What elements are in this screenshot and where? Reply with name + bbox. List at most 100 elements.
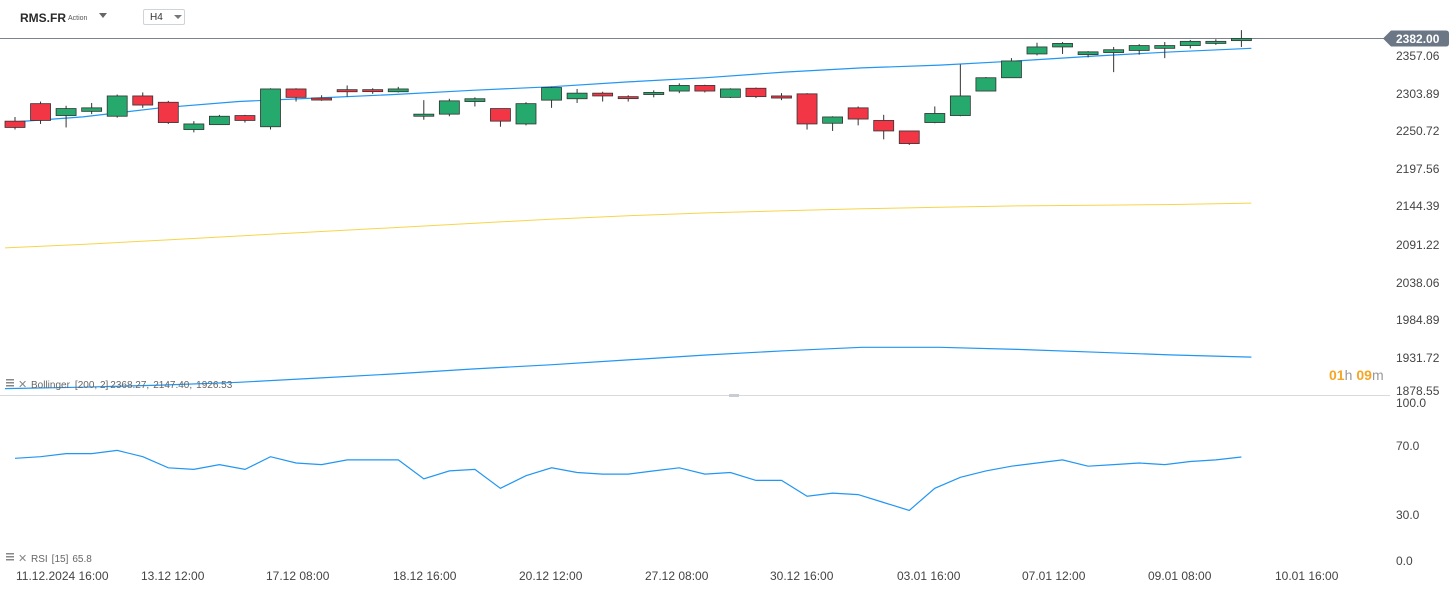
bearish-candle-body bbox=[771, 95, 792, 99]
candle bbox=[438, 98, 460, 117]
rsi-legend-text: RSI [15] 65.8 bbox=[31, 554, 92, 565]
time-tick-label: 30.12 16:00 bbox=[770, 569, 834, 583]
current-price-tag-shape bbox=[1383, 30, 1449, 47]
candle bbox=[873, 114, 895, 140]
rsi-tick-label: 30.0 bbox=[1396, 508, 1420, 522]
rsi-legend[interactable]: ✕ RSI [15] 65.8 bbox=[6, 553, 92, 565]
candle bbox=[30, 101, 51, 124]
bullish-candle-body bbox=[208, 115, 230, 126]
bearish-candle-body bbox=[285, 88, 307, 98]
candle bbox=[4, 116, 26, 130]
bullish-candle-body bbox=[1154, 45, 1176, 49]
candle bbox=[745, 87, 767, 99]
candle bbox=[771, 93, 792, 101]
timeframe-select[interactable]: H4 bbox=[143, 9, 185, 25]
candle bbox=[924, 106, 946, 124]
candle bbox=[1154, 42, 1176, 59]
rsi-params: [15] bbox=[52, 554, 69, 565]
bollinger-legend-text: Bollinger [200, 2] 2368.27, 2147.40, 1926.53 bbox=[31, 380, 233, 391]
candle bbox=[566, 88, 588, 103]
pane-resize-handle[interactable] bbox=[729, 394, 739, 397]
time-tick-label: 03.01 16:00 bbox=[897, 569, 961, 583]
bearish-candle-body bbox=[4, 120, 26, 128]
bullish-candle-body bbox=[949, 95, 971, 116]
rsi-tick-label: 0.0 bbox=[1396, 554, 1413, 568]
bearish-candle-body bbox=[311, 97, 333, 101]
candle bbox=[1205, 39, 1227, 45]
candle bbox=[541, 86, 562, 108]
candle bbox=[1128, 44, 1150, 55]
bullish-candle-body bbox=[464, 98, 486, 102]
candle bbox=[949, 64, 971, 117]
close-icon[interactable]: ✕ bbox=[18, 553, 27, 565]
candle bbox=[668, 83, 690, 94]
bullish-candle-body bbox=[183, 123, 205, 130]
chevron-down-icon[interactable] bbox=[174, 15, 182, 19]
bollinger-bands bbox=[4, 47, 1252, 390]
current-price-tag: 2382.00 bbox=[1383, 30, 1449, 47]
bullish-candle-body bbox=[541, 87, 562, 101]
bearish-candle-body bbox=[362, 89, 384, 93]
chart-header: RMS.FR Action H4 bbox=[0, 0, 1456, 34]
bearish-candle-body bbox=[847, 107, 869, 120]
time-axis[interactable]: 11.12.2024 16:00 13.12 12:00 17.12 08:00… bbox=[16, 569, 1339, 583]
candle bbox=[847, 106, 869, 126]
rsi-pane[interactable] bbox=[14, 449, 1242, 512]
bullish-candle-body bbox=[643, 92, 665, 95]
candle bbox=[1026, 42, 1048, 56]
close-icon[interactable]: ✕ bbox=[18, 379, 27, 391]
bollinger-params: [200, 2] bbox=[75, 380, 109, 391]
bullish-candle-body bbox=[668, 85, 690, 92]
price-tick-label: 1984.89 bbox=[1396, 313, 1440, 327]
bullish-candle-body bbox=[1179, 40, 1201, 46]
symbol-label[interactable]: RMS.FR bbox=[20, 11, 66, 25]
candle bbox=[132, 92, 154, 108]
time-tick-label: 17.12 08:00 bbox=[266, 569, 330, 583]
bollinger-middle-line bbox=[4, 202, 1252, 249]
candle bbox=[81, 102, 103, 115]
bearish-candle-body bbox=[234, 115, 256, 121]
bullish-candle-body bbox=[438, 100, 460, 115]
bullish-candle-body bbox=[1103, 49, 1125, 53]
bollinger-upper-line bbox=[4, 47, 1252, 124]
rsi-name: RSI bbox=[31, 554, 48, 565]
candle bbox=[413, 100, 435, 120]
time-tick-label: 27.12 08:00 bbox=[645, 569, 709, 583]
candle bbox=[183, 121, 205, 133]
bearish-candle-body bbox=[617, 96, 639, 100]
bullish-candle-body bbox=[1231, 38, 1252, 42]
bearish-candle-body bbox=[898, 130, 920, 144]
time-tick-label: 11.12.2024 16:00 bbox=[16, 569, 109, 583]
countdown-minutes-unit: m bbox=[1372, 367, 1384, 383]
rsi-axis[interactable]: 100.0 70.0 30.0 0.0 bbox=[1396, 396, 1426, 568]
time-tick-label: 20.12 12:00 bbox=[519, 569, 583, 583]
candle bbox=[260, 88, 281, 130]
candle bbox=[234, 114, 256, 123]
instrument-type-label: Action bbox=[68, 15, 88, 22]
rsi-tick-label: 100.0 bbox=[1396, 396, 1426, 410]
candle bbox=[822, 116, 843, 131]
rsi-tick-label: 70.0 bbox=[1396, 439, 1420, 453]
candle bbox=[515, 102, 537, 126]
time-tick-label: 18.12 16:00 bbox=[393, 569, 457, 583]
bullish-candle-body bbox=[1205, 40, 1227, 44]
bearish-candle-body bbox=[157, 101, 179, 123]
candle bbox=[311, 95, 333, 101]
bullish-candle-body bbox=[924, 113, 946, 123]
price-axis[interactable]: 2357.06 2303.89 2250.72 2197.56 2144.39 … bbox=[1396, 49, 1440, 398]
menu-icon[interactable] bbox=[6, 553, 14, 561]
bollinger-upper-value: 2368.27, bbox=[110, 380, 149, 391]
candle bbox=[362, 88, 384, 94]
chevron-down-icon[interactable] bbox=[99, 13, 107, 18]
menu-icon[interactable] bbox=[6, 379, 14, 387]
bearish-candle-body bbox=[694, 85, 716, 92]
candle bbox=[490, 108, 511, 127]
timeframe-label: H4 bbox=[150, 12, 163, 23]
bollinger-lower-value: 1926.53 bbox=[196, 380, 233, 391]
bollinger-legend[interactable]: ✕ Bollinger [200, 2] 2368.27, 2147.40, 1926.… bbox=[6, 379, 233, 391]
candle bbox=[694, 84, 716, 93]
candle bbox=[1077, 51, 1099, 58]
countdown-minutes: 09 bbox=[1356, 367, 1372, 383]
candle bbox=[592, 91, 614, 102]
